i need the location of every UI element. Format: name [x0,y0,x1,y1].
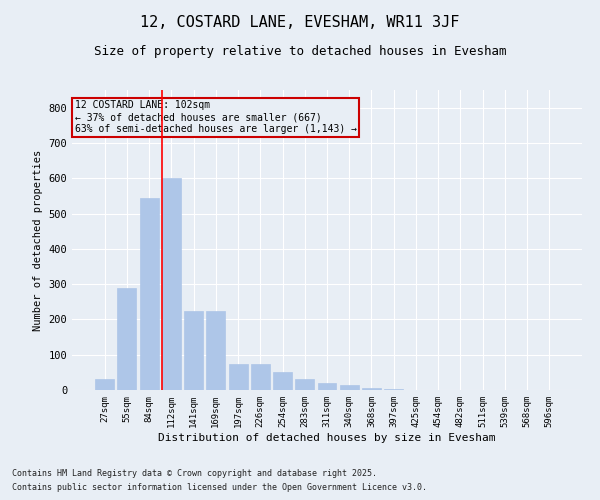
Bar [295,380,314,390]
Text: 12, COSTARD LANE, EVESHAM, WR11 3JF: 12, COSTARD LANE, EVESHAM, WR11 3JF [140,15,460,30]
Text: 12 COSTARD LANE: 102sqm
← 37% of detached houses are smaller (667)
63% of semi-d: 12 COSTARD LANE: 102sqm ← 37% of detache… [74,100,356,134]
Bar [206,310,225,390]
Bar [118,288,136,390]
Bar [140,198,158,390]
Text: Contains public sector information licensed under the Open Government Licence v3: Contains public sector information licen… [12,484,427,492]
Bar [229,364,248,390]
Bar [273,372,292,390]
Y-axis label: Number of detached properties: Number of detached properties [33,150,43,330]
Bar [362,388,381,390]
Bar [251,364,270,390]
Text: Size of property relative to detached houses in Evesham: Size of property relative to detached ho… [94,45,506,58]
Bar [162,178,181,390]
Bar [317,383,337,390]
Bar [184,310,203,390]
Bar [384,389,403,390]
Text: Contains HM Land Registry data © Crown copyright and database right 2025.: Contains HM Land Registry data © Crown c… [12,468,377,477]
X-axis label: Distribution of detached houses by size in Evesham: Distribution of detached houses by size … [158,432,496,442]
Bar [95,380,114,390]
Bar [340,384,359,390]
